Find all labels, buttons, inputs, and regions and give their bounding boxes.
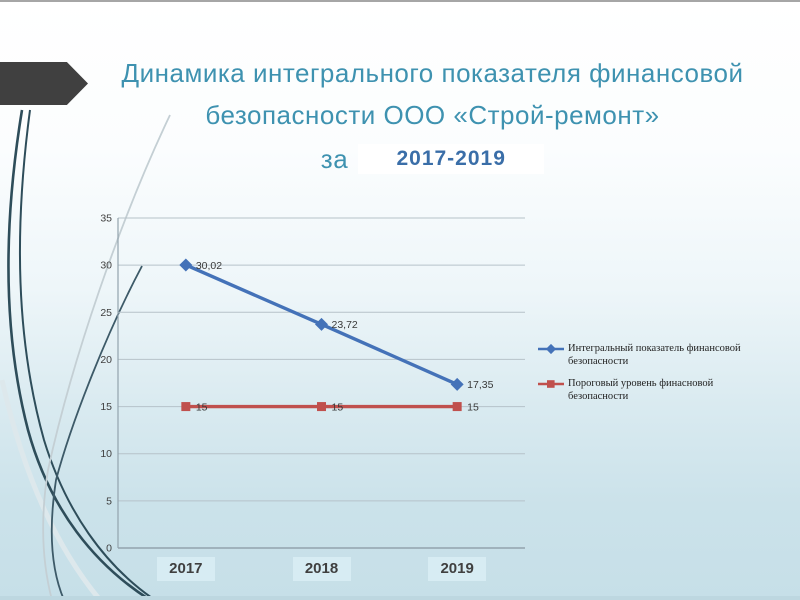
legend-marker-square — [538, 380, 564, 388]
data-point-marker — [317, 402, 326, 412]
title-period-value: 2017-2019 — [396, 147, 506, 170]
title-line-1: Динамика интегрального показателя финанс… — [121, 58, 744, 88]
y-tick-label: 30 — [100, 260, 112, 272]
line-chart: 0 5 10 15 20 25 30 35 30,02 23,72 17,35 15 15 15 2017… — [90, 205, 795, 590]
data-label: 15 — [332, 401, 344, 413]
right-arrow-decoration — [0, 62, 88, 105]
data-label: 30,02 — [196, 260, 222, 272]
title-line-3: за 2017-2019 — [110, 138, 755, 180]
chart-plot-area: 0 5 10 15 20 25 30 35 30,02 23,72 17,35 15 15 15 — [100, 213, 525, 555]
legend-marker-diamond — [538, 344, 564, 354]
data-label: 17,35 — [467, 379, 493, 391]
x-axis-category-label: 2018 — [292, 557, 351, 581]
title-line-2: безопасности ООО «Строй-ремонт» — [205, 100, 660, 130]
data-point-marker — [181, 402, 191, 412]
x-axis-category-label: 2017 — [156, 557, 215, 581]
data-point-marker — [314, 317, 329, 331]
y-tick-label: 25 — [100, 307, 112, 319]
slide-top-border — [0, 0, 800, 2]
x-axis-category-label: 2019 — [428, 557, 487, 581]
data-point-marker — [179, 258, 193, 272]
y-tick-label: 35 — [100, 213, 112, 225]
data-label: 15 — [467, 401, 479, 413]
slide-bottom-border — [0, 596, 800, 600]
legend-item: Пороговый уровень финасновой безопасност… — [538, 377, 788, 403]
data-point-marker — [450, 377, 464, 391]
legend-item: Интегральный показатель финансовой безоп… — [538, 342, 788, 368]
y-tick-label: 15 — [100, 401, 112, 413]
title-period-box: 2017-2019 — [358, 144, 545, 174]
data-point-marker — [452, 402, 462, 412]
chart-legend: Интегральный показатель финансовой безоп… — [538, 342, 788, 412]
y-tick-label: 5 — [106, 495, 112, 507]
data-label: 15 — [196, 401, 208, 413]
legend-label: Интегральный показатель финансовой безоп… — [568, 343, 741, 367]
data-label: 23,72 — [332, 319, 358, 331]
y-tick-label: 0 — [106, 543, 112, 555]
title-period-prefix: за — [320, 144, 349, 174]
legend-label: Пороговый уровень финасновой безопасност… — [568, 378, 714, 402]
slide-title: Динамика интегрального показателя финанс… — [110, 52, 755, 180]
y-tick-label: 20 — [100, 354, 112, 366]
y-tick-label: 10 — [100, 448, 112, 460]
